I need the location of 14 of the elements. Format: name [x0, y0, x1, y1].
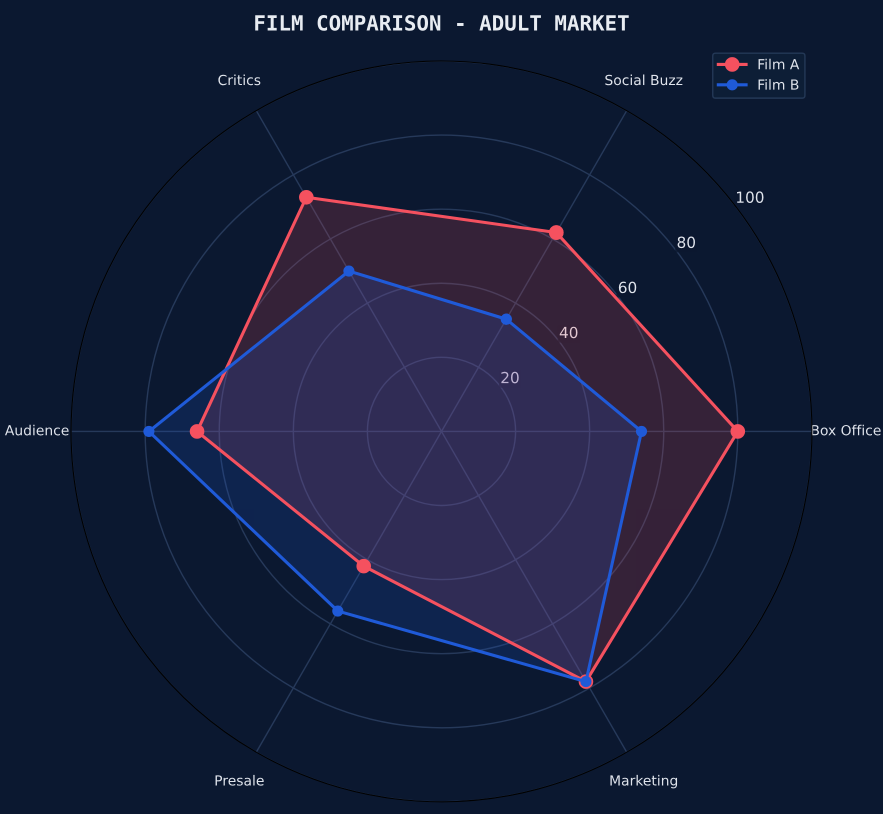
spoke-label: Marketing	[610, 774, 678, 788]
legend-label: Film A	[758, 58, 800, 70]
spoke-label: Social Buzz	[605, 74, 682, 86]
y-tick-label: 80	[678, 236, 695, 248]
y-tick-label: 20	[501, 372, 519, 384]
spoke-label: Presale	[216, 774, 264, 786]
spoke-label: Audience	[4, 424, 69, 436]
chart-title: FILM COMPARISON - ADULT MARKET	[255, 15, 629, 31]
y-tick-label: 40	[560, 326, 578, 338]
y-tick-label: 60	[618, 282, 636, 294]
spoke-label: Box Office	[812, 424, 881, 436]
legend-label: Film B	[758, 79, 798, 90]
y-tick-label: 100	[737, 191, 764, 203]
spoke-label: Critics	[218, 74, 260, 86]
